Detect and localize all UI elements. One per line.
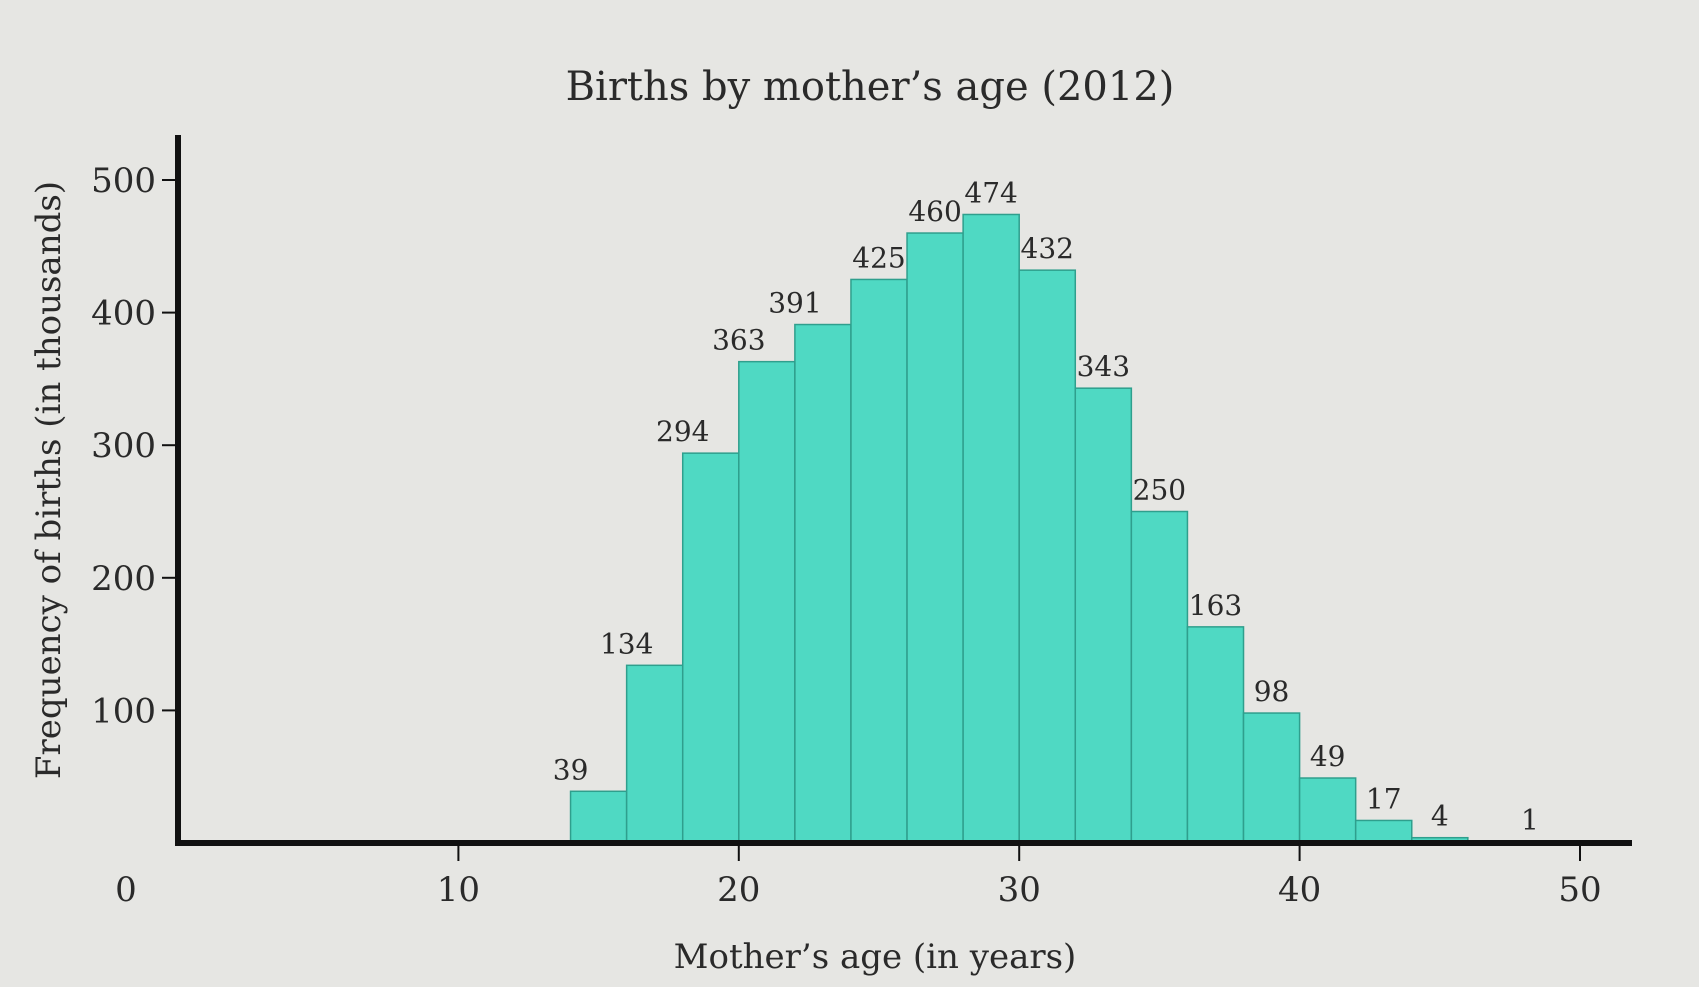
histogram-bar	[850, 278, 908, 844]
x-tick-label: 50	[1558, 870, 1601, 910]
histogram-bar	[1130, 510, 1189, 844]
bar-value-label: 363	[712, 324, 765, 357]
y-ticks-group: 100 200 300 400 500	[91, 161, 178, 731]
histogram-bar	[569, 790, 628, 844]
y-tick-label: 400	[91, 294, 156, 334]
histogram-bar	[1354, 819, 1413, 844]
bar-value-label: 250	[1133, 474, 1186, 507]
bar-value-label: 4	[1431, 800, 1449, 833]
chart-title: Births by mother’s age (2012)	[566, 64, 1175, 110]
x-tick-label: 30	[998, 870, 1041, 910]
histogram-bar	[1074, 387, 1133, 844]
x-ticks-group: 0 10 20 30 40 50	[115, 843, 1602, 910]
y-tick-label: 500	[91, 161, 156, 201]
bar-value-label: 49	[1310, 740, 1346, 773]
histogram-bar	[1018, 269, 1077, 844]
histogram-bar	[794, 323, 852, 844]
histogram-bar	[625, 664, 684, 844]
bar-value-label: 39	[553, 753, 589, 786]
histogram-bar	[962, 213, 1020, 844]
x-tick-label: 40	[1278, 870, 1321, 910]
x-tick-label: 20	[717, 870, 760, 910]
histogram-bar	[1242, 712, 1301, 844]
histogram-bar	[738, 360, 796, 844]
y-tick-label: 100	[91, 691, 156, 731]
x-tick-label: 10	[437, 870, 480, 910]
bar-value-label: 425	[852, 241, 905, 274]
bar-value-label: 17	[1366, 782, 1402, 815]
x-tick-label: 0	[115, 870, 137, 910]
bar-value-label: 1	[1521, 804, 1539, 837]
bar-value-label: 391	[768, 287, 821, 320]
y-tick-label: 300	[91, 426, 156, 466]
bar-value-label: 134	[600, 627, 653, 660]
histogram-bar	[1298, 777, 1357, 844]
x-axis-title: Mother’s age (in years)	[674, 937, 1077, 977]
histogram-bar	[1186, 626, 1245, 844]
bar-value-label: 460	[908, 195, 961, 228]
bars-group	[569, 213, 1525, 844]
histogram-bar	[906, 232, 964, 844]
y-axis-title: Frequency of births (in thousands)	[29, 181, 69, 779]
y-tick-label: 200	[91, 559, 156, 599]
histogram-bar	[681, 452, 740, 844]
bar-value-label: 432	[1021, 232, 1074, 265]
bar-value-label: 98	[1254, 675, 1290, 708]
bar-value-label: 163	[1189, 589, 1242, 622]
bar-value-label: 294	[656, 415, 709, 448]
bar-value-label: 474	[964, 176, 1017, 209]
bar-value-label: 343	[1077, 350, 1130, 383]
